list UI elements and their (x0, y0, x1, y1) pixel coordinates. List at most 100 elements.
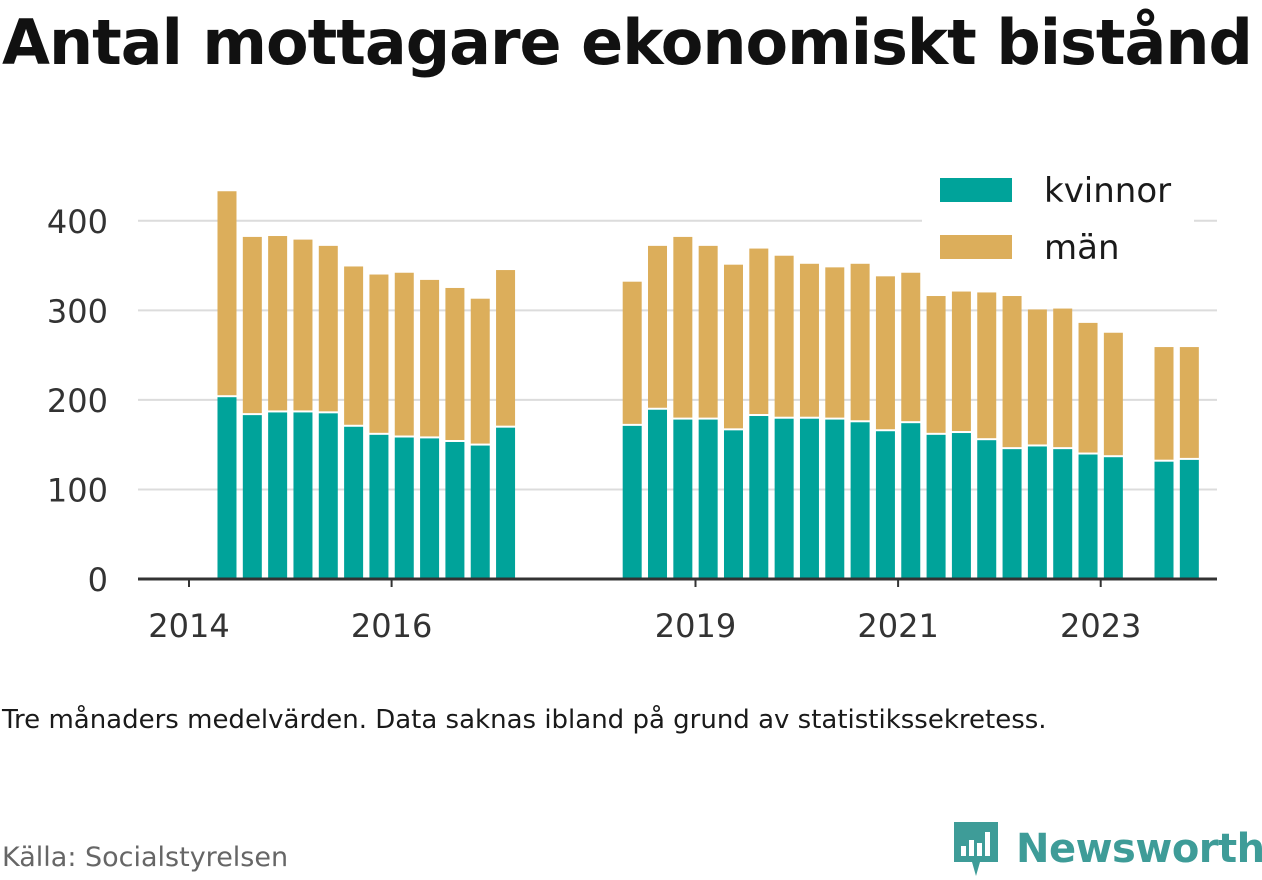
bar-man (698, 245, 718, 418)
bar-man (1103, 332, 1123, 456)
x-tick-label: 2014 (148, 607, 229, 645)
bar-man (420, 279, 440, 437)
bar-stack (344, 266, 364, 579)
bar-man (825, 267, 845, 418)
brand-name: Newsworthy (1016, 826, 1262, 872)
bar-stack (1053, 308, 1073, 579)
legend-label: män (1044, 228, 1120, 268)
bar-kvinnor (698, 419, 718, 579)
bar-stack (926, 296, 946, 579)
bar-stack (369, 274, 389, 579)
bar-stack (698, 245, 718, 579)
bar-kvinnor (394, 437, 414, 579)
bar-stack (648, 245, 668, 579)
bar-man (673, 236, 693, 418)
newsworthy-logo-icon (954, 822, 998, 876)
bar-stack (394, 272, 414, 579)
bar-kvinnor (951, 433, 971, 579)
bars (217, 191, 1199, 579)
bar-kvinnor (622, 425, 642, 579)
x-axis: 2014 2016 2019 2021 2023 (138, 577, 1217, 645)
bar-stack (420, 279, 440, 579)
x-tick-label: 2016 (351, 607, 432, 645)
x-tick-label: 2021 (857, 607, 938, 645)
bar-man (901, 272, 921, 422)
legend-swatch (940, 235, 1012, 259)
bar-man (799, 263, 819, 417)
bar-man (293, 239, 313, 411)
bar-kvinnor (977, 440, 997, 579)
bar-kvinnor (825, 419, 845, 579)
bar-man (648, 245, 668, 408)
bar-kvinnor (1027, 446, 1047, 579)
bar-man (977, 292, 997, 439)
bar-kvinnor (926, 434, 946, 579)
bar-man (394, 272, 414, 436)
bar-stack (673, 236, 693, 579)
bar-stack (825, 267, 845, 579)
chart-note: Tre månaders medelvärden. Data saknas ib… (2, 705, 1047, 735)
bar-kvinnor (1179, 459, 1199, 579)
y-tick-label: 300 (47, 292, 108, 330)
legend-label: kvinnor (1044, 171, 1171, 211)
bar-man (850, 263, 870, 421)
bar-man (369, 274, 389, 433)
bar-man (242, 236, 262, 414)
bar-kvinnor (268, 412, 288, 579)
bar-kvinnor (217, 397, 237, 579)
bar-kvinnor (242, 415, 262, 579)
bar-man (1078, 322, 1098, 453)
bar-stack (293, 239, 313, 579)
bar-stack (875, 276, 895, 579)
bar-stack (749, 248, 769, 579)
bar-stack (217, 191, 237, 579)
bar-man (470, 298, 490, 444)
bar-kvinnor (420, 438, 440, 579)
bar-stack (799, 263, 819, 579)
bar-man (445, 287, 465, 440)
bar-man (268, 236, 288, 411)
bar-man (1002, 296, 1022, 448)
bar-stack (774, 255, 794, 579)
bar-man (217, 191, 237, 396)
bar-man (926, 296, 946, 433)
x-tick-label: 2023 (1060, 607, 1141, 645)
bar-kvinnor (445, 441, 465, 579)
bar-kvinnor (1002, 449, 1022, 579)
y-tick-label: 100 (47, 471, 108, 509)
bar-stack (268, 236, 288, 579)
bar-kvinnor (1053, 449, 1073, 579)
bar-man (723, 264, 743, 429)
bar-man (749, 248, 769, 415)
bar-stack (723, 264, 743, 579)
bar-man (496, 270, 516, 426)
bar-man (951, 291, 971, 432)
bar-kvinnor (673, 419, 693, 579)
bar-kvinnor (1154, 461, 1174, 579)
bar-kvinnor (850, 422, 870, 579)
brand: Newsworthy (950, 818, 1262, 880)
bar-man (1053, 308, 1073, 448)
bar-kvinnor (293, 412, 313, 579)
bar-stack (242, 236, 262, 579)
legend: kvinnor män (922, 166, 1194, 276)
bar-kvinnor (369, 434, 389, 579)
bar-man (622, 281, 642, 424)
bar-kvinnor (774, 418, 794, 579)
bar-kvinnor (648, 409, 668, 579)
bar-man (1027, 309, 1047, 445)
y-tick-label: 0 (88, 561, 108, 599)
bar-kvinnor (1103, 457, 1123, 579)
bar-stack (977, 292, 997, 579)
bar-kvinnor (799, 418, 819, 579)
bar-kvinnor (496, 427, 516, 579)
bar-man (875, 276, 895, 430)
bar-stack (1027, 309, 1047, 579)
bar-kvinnor (875, 431, 895, 579)
source-label: Källa: Socialstyrelsen (2, 842, 289, 873)
legend-swatch (940, 178, 1012, 202)
bar-stack (1103, 332, 1123, 579)
bar-stack (1179, 347, 1199, 579)
bar-kvinnor (470, 445, 490, 579)
bar-stack (1078, 322, 1098, 579)
